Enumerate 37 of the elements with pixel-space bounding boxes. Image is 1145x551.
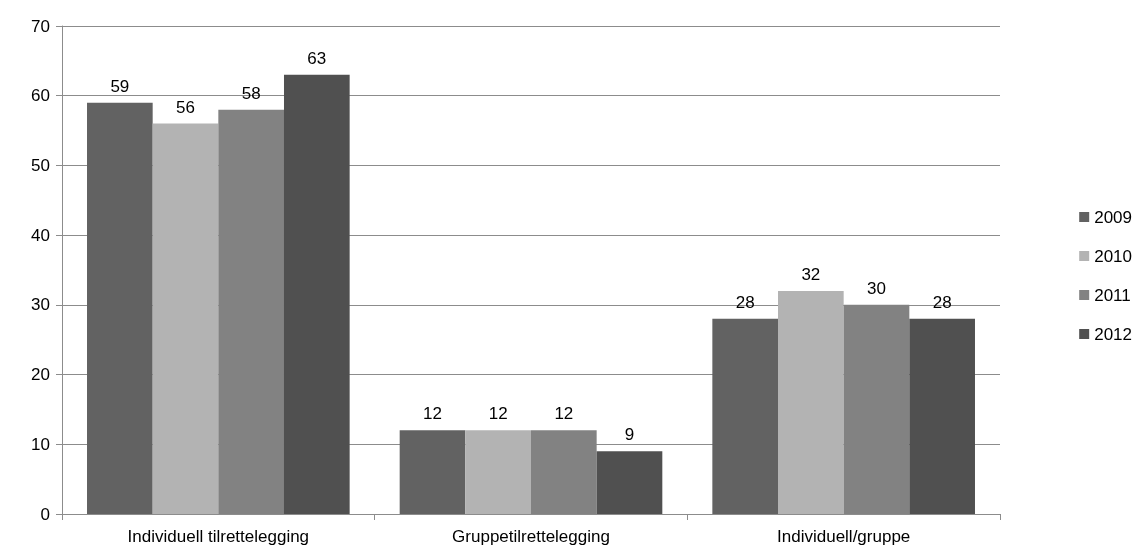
data-label: 63 xyxy=(307,48,327,68)
x-tick-label: Individuell tilrettelegging xyxy=(127,527,310,546)
bar xyxy=(465,430,531,514)
data-label: 58 xyxy=(241,83,261,103)
bar xyxy=(152,123,219,514)
data-label: 32 xyxy=(801,264,821,284)
data-label: 56 xyxy=(176,97,195,117)
bar xyxy=(909,318,975,514)
bar xyxy=(399,430,466,514)
bar xyxy=(596,451,663,514)
data-label: 12 xyxy=(423,404,442,424)
data-label: 28 xyxy=(932,292,952,312)
x-tick-label: Gruppetilrettelegging xyxy=(452,527,610,546)
data-label: 12 xyxy=(488,404,508,424)
bar xyxy=(87,102,153,514)
bar xyxy=(778,290,844,514)
data-label: 9 xyxy=(624,425,635,445)
y-tick-label: 60 xyxy=(31,86,50,106)
bar xyxy=(283,74,350,514)
legend-label: 2009 xyxy=(1094,207,1133,227)
y-tick-label: 0 xyxy=(40,504,50,524)
legend-label: 2012 xyxy=(1094,324,1133,344)
data-label: 59 xyxy=(110,76,130,96)
bar xyxy=(712,318,779,514)
y-tick-label: 10 xyxy=(31,434,50,454)
data-label: 30 xyxy=(867,278,886,298)
y-tick-label: 20 xyxy=(31,365,50,385)
y-tick-label: 30 xyxy=(31,295,50,315)
legend-label: 2011 xyxy=(1094,285,1131,305)
legend-label: 2010 xyxy=(1094,246,1133,266)
data-label: 28 xyxy=(735,292,755,312)
y-tick-label: 70 xyxy=(31,16,50,36)
data-label: 12 xyxy=(554,404,574,424)
y-tick-label: 50 xyxy=(31,155,50,175)
bar xyxy=(218,109,284,514)
x-tick-label: Individuell/gruppe xyxy=(777,527,911,546)
y-tick-label: 40 xyxy=(31,225,50,245)
